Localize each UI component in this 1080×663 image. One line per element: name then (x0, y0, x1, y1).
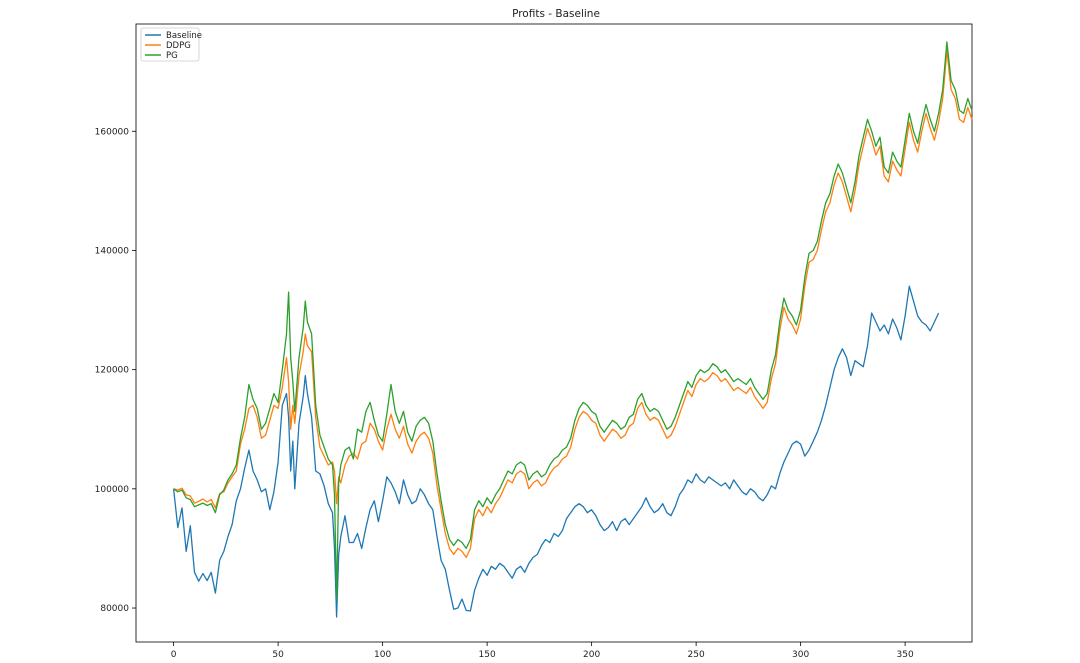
series-line-baseline (172, 285, 940, 618)
x-tick-label: 350 (897, 650, 914, 660)
legend-label: DDPG (166, 41, 191, 51)
series-layer (172, 41, 973, 618)
legend-label: PG (166, 51, 178, 61)
x-tick-label: 300 (792, 650, 809, 660)
legend-box (140, 27, 200, 62)
plot-frame (135, 23, 973, 643)
series-line-ddpg (173, 50, 973, 559)
y-tick-label: 140000 (95, 246, 130, 256)
y-tick-label: 80000 (100, 604, 129, 614)
y-tick-label: 160000 (95, 127, 130, 137)
x-tick-label: 150 (479, 650, 496, 660)
chart-title: Profits - Baseline (512, 8, 600, 20)
legend-label: Baseline (166, 31, 202, 41)
x-tick-label: 250 (688, 650, 705, 660)
x-tick-label: 0 (171, 650, 177, 660)
series-line-pg (173, 41, 973, 600)
y-tick-label: 120000 (95, 366, 130, 376)
x-tick-label: 50 (272, 650, 284, 660)
x-tick-label: 100 (374, 650, 391, 660)
y-tick-label: 100000 (95, 485, 130, 495)
x-axis: 0 50 100 150 200 250 300 350 (171, 642, 914, 660)
y-axis: 80000 100000 120000 140000 160000 (95, 127, 136, 614)
x-tick-label: 200 (583, 650, 600, 660)
